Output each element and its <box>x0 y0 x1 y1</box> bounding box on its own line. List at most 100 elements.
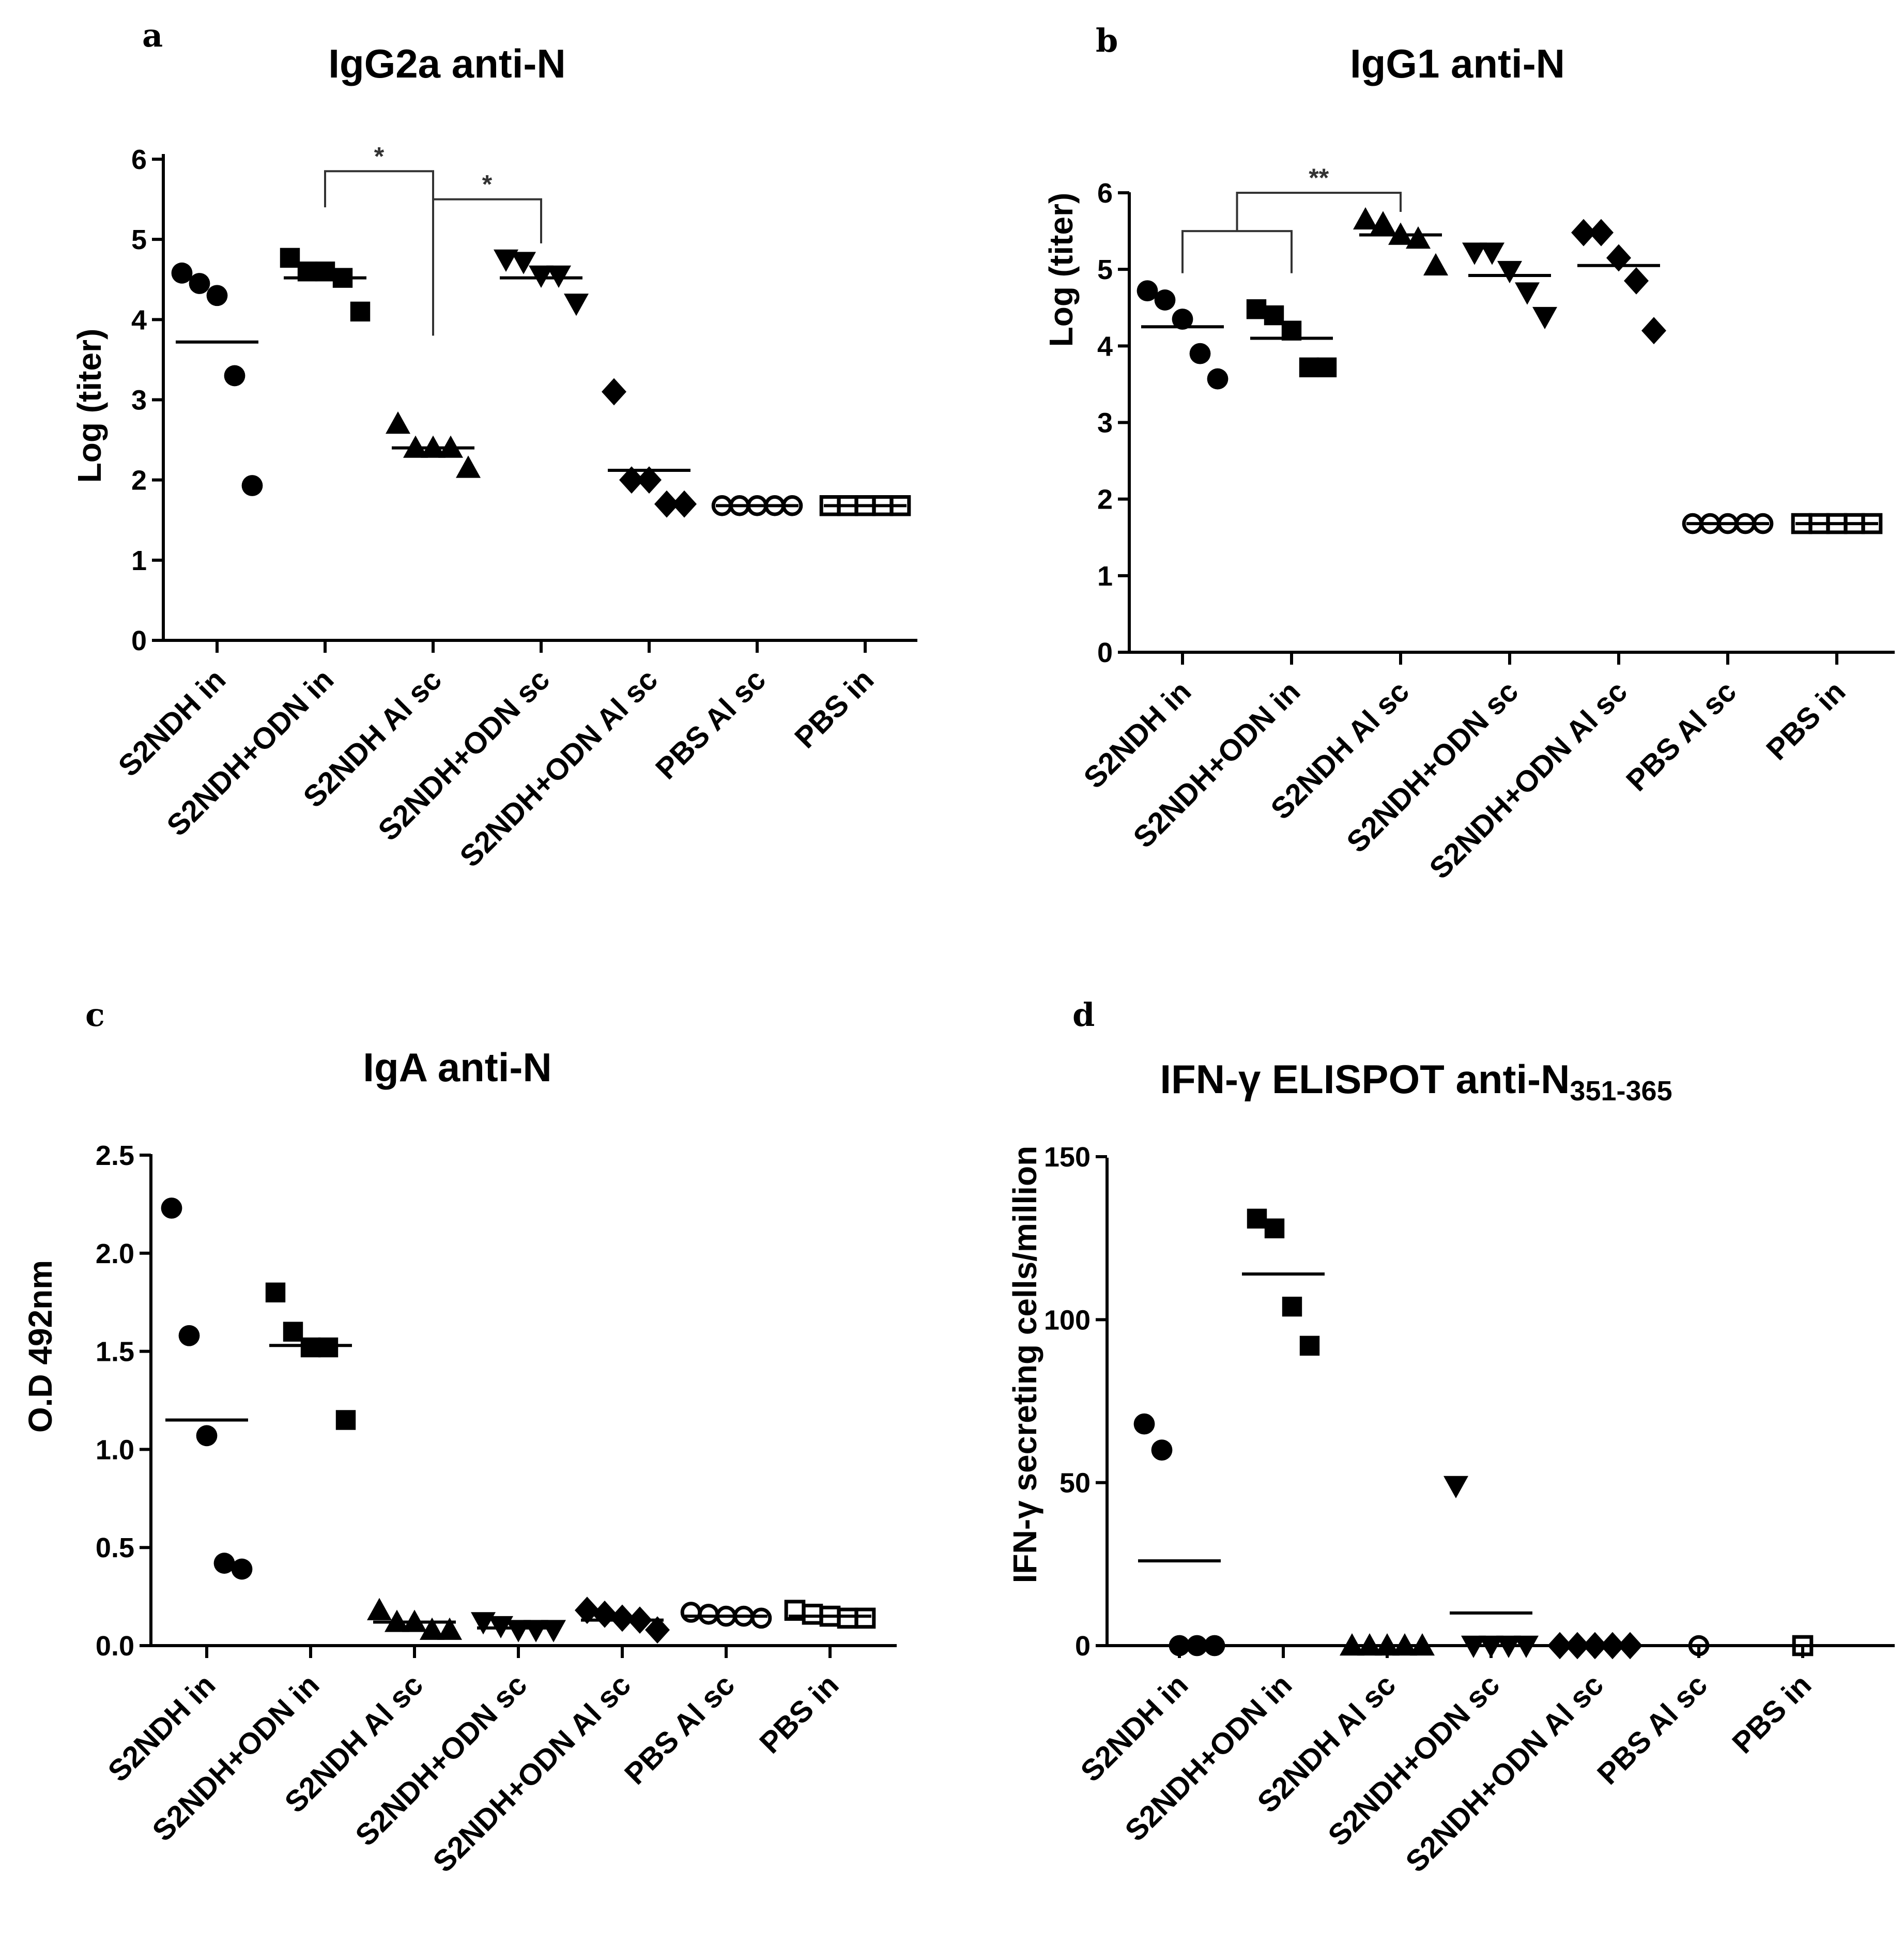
data-point-c-0-2 <box>196 1425 218 1447</box>
data-point-b-0-2 <box>1172 309 1193 330</box>
panel-letter-d: d <box>1072 996 1095 1034</box>
y-tick-label-b-2: 2 <box>1097 484 1113 515</box>
y-tick-label-a-5: 5 <box>131 224 147 255</box>
axes-c <box>149 1154 897 1647</box>
y-tick-label-c-5: 2.5 <box>96 1140 134 1171</box>
data-point-b-2-1 <box>1371 211 1395 234</box>
y-tick-label-a-0: 0 <box>131 625 147 656</box>
data-point-b-0-3 <box>1189 343 1211 364</box>
significance-label-b-0: ** <box>1309 163 1329 192</box>
data-point-a-2-4 <box>456 455 481 478</box>
data-point-a-4-1 <box>619 466 644 494</box>
data-point-b-3-2 <box>1497 260 1522 284</box>
significance-bracket-b-0 <box>1236 192 1402 232</box>
data-point-c-0-1 <box>178 1325 200 1346</box>
x-tick-label-b-6: PBS in <box>1760 674 1852 766</box>
data-point-b-3-0 <box>1462 242 1487 265</box>
y-tick-label-c-0: 0.0 <box>96 1631 134 1662</box>
chart-title-d-main: IFN-γ ELISPOT anti-N <box>1160 1056 1570 1102</box>
chart-title-c: IgA anti-N <box>363 1045 551 1090</box>
x-tick-label-c-4: S2NDH+ODN Al sc <box>426 1668 637 1879</box>
data-point-b-3-1 <box>1480 242 1504 265</box>
data-point-c-2-3 <box>420 1617 444 1640</box>
y-tick-label-a-1: 1 <box>131 545 147 576</box>
data-point-b-2-4 <box>1423 253 1448 275</box>
x-tick-label-c-3: S2NDH+ODN sc <box>349 1668 533 1852</box>
data-point-b-1-3 <box>1299 357 1319 378</box>
x-tick-label-d-3: S2NDH+ODN sc <box>1322 1668 1506 1852</box>
data-point-c-6-1 <box>802 1603 823 1625</box>
data-point-c-0-3 <box>213 1553 235 1574</box>
data-point-c-1-1 <box>283 1322 303 1342</box>
data-point-b-4-3 <box>1624 267 1649 295</box>
y-tick-label-a-6: 6 <box>131 144 147 175</box>
data-points-b <box>1137 207 1883 534</box>
data-point-c-3-0 <box>471 1612 496 1635</box>
axes-b <box>1128 192 1895 654</box>
data-point-c-2-0 <box>367 1598 392 1620</box>
data-point-a-0-2 <box>206 285 228 306</box>
data-point-d-1-1 <box>1264 1218 1285 1238</box>
data-point-d-1-3 <box>1299 1336 1320 1356</box>
significance-brackets-b: ** <box>1181 163 1402 273</box>
x-tick-label-d-4: S2NDH+ODN Al sc <box>1399 1668 1610 1879</box>
y-tick-label-d-3: 150 <box>1044 1142 1091 1173</box>
data-point-a-0-4 <box>241 475 263 496</box>
panel-b: b IgG1 anti-N Log (titer) 0 1 2 3 4 5 6 ** S2N… <box>1042 22 1895 885</box>
data-point-a-3-0 <box>494 249 518 272</box>
data-point-c-3-4 <box>541 1620 566 1643</box>
data-point-c-1-2 <box>300 1337 321 1358</box>
data-point-c-3-2 <box>506 1620 531 1643</box>
data-point-b-4-0 <box>1571 219 1596 247</box>
data-point-d-3-0 <box>1444 1476 1468 1498</box>
y-axis-label-d: IFN-γ secreting cells/million <box>1006 1146 1043 1583</box>
y-tick-label-b-5: 5 <box>1097 254 1113 285</box>
median-lines-c <box>165 1344 871 1630</box>
data-point-b-1-4 <box>1316 357 1337 378</box>
x-tick-label-c-6: PBS in <box>753 1668 845 1760</box>
data-point-a-0-3 <box>224 365 245 387</box>
significance-bracket-a-0 <box>324 170 434 336</box>
significance-inner-bracket-b-0 <box>1181 230 1293 273</box>
data-point-c-4-2 <box>610 1604 635 1632</box>
y-tick-label-d-2: 100 <box>1044 1305 1091 1336</box>
data-point-d-0-1 <box>1151 1439 1173 1461</box>
data-point-c-4-1 <box>592 1600 617 1628</box>
data-point-b-0-0 <box>1137 280 1158 302</box>
panel-letter-c: c <box>85 996 105 1034</box>
data-point-b-4-4 <box>1641 317 1666 345</box>
data-point-b-4-1 <box>1589 219 1614 247</box>
data-point-a-1-4 <box>350 301 371 322</box>
data-point-a-0-1 <box>189 273 210 294</box>
y-tick-label-a-4: 4 <box>131 304 147 335</box>
data-point-c-4-0 <box>575 1597 600 1624</box>
x-tick-label-d-5: PBS Al sc <box>1591 1668 1714 1791</box>
x-tick-label-b-0: S2NDH in <box>1077 674 1197 795</box>
data-point-d-1-0 <box>1247 1208 1267 1229</box>
data-point-c-5-0 <box>680 1602 702 1623</box>
data-point-b-1-1 <box>1264 305 1284 326</box>
x-tick-label-c-5: PBS Al sc <box>618 1668 741 1791</box>
data-point-a-3-4 <box>564 294 589 316</box>
data-point-c-4-4 <box>645 1616 670 1644</box>
y-ticks-a: 0 1 2 3 4 5 6 <box>131 144 163 656</box>
median-lines-b <box>1141 233 1878 526</box>
data-point-b-1-0 <box>1246 299 1267 319</box>
y-axis-label-b: Log (titer) <box>1042 193 1080 347</box>
x-tick-label-a-5: PBS Al sc <box>649 663 772 786</box>
significance-bracket-a-1 <box>432 198 542 336</box>
y-tick-label-b-0: 0 <box>1097 637 1113 668</box>
data-point-c-5-4 <box>750 1607 772 1629</box>
y-tick-label-c-3: 1.5 <box>96 1337 134 1368</box>
chart-title-a: IgG2a anti-N <box>328 41 565 86</box>
chart-title-d: IFN-γ ELISPOT anti-N351-365 <box>1160 1056 1672 1107</box>
x-tick-label-b-5: PBS Al sc <box>1620 674 1743 797</box>
y-tick-label-b-6: 6 <box>1097 178 1113 209</box>
median-lines-d <box>1138 1272 1844 1647</box>
data-point-c-1-0 <box>265 1282 286 1302</box>
y-tick-label-c-2: 1.0 <box>96 1434 134 1465</box>
significance-label-a-0: * <box>374 142 385 171</box>
significance-brackets-a: ** <box>324 142 542 336</box>
